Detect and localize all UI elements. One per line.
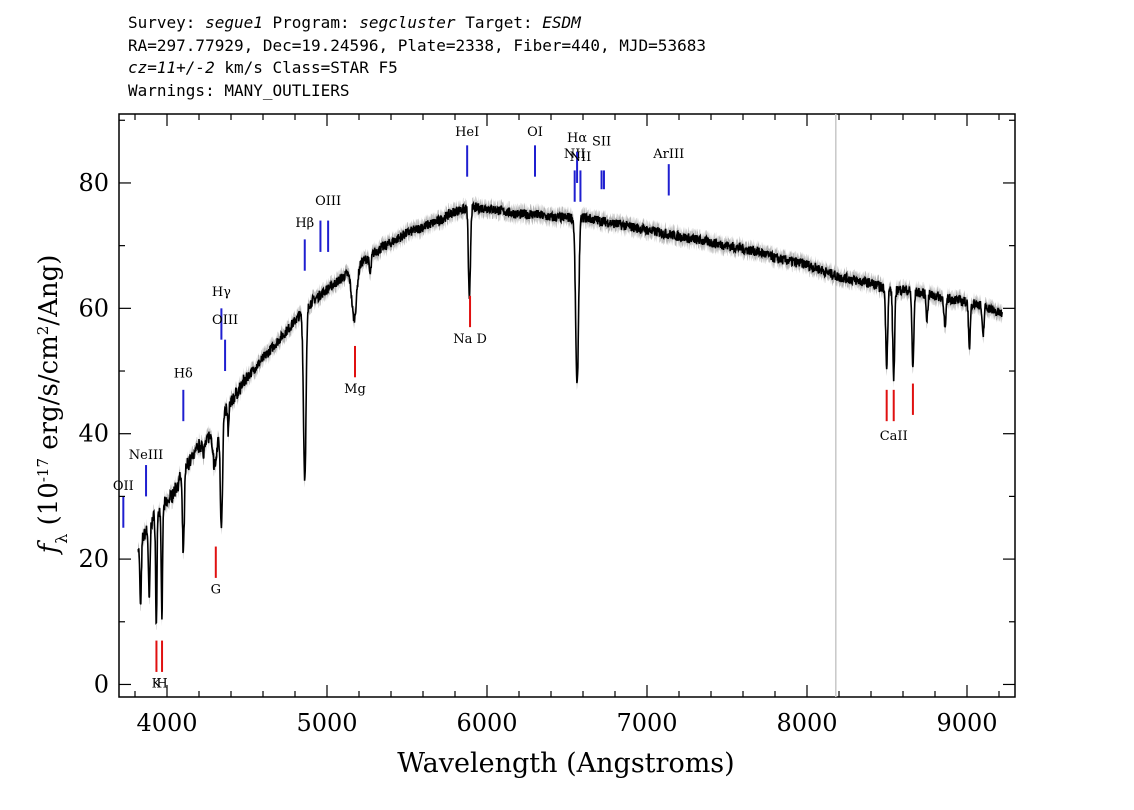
survey-label: Survey: (128, 13, 196, 32)
absorption-line-label: Na D (453, 332, 487, 347)
y-label-part: (10 (34, 482, 64, 534)
header-line-survey: Survey: segue1 Program: segcluster Targe… (128, 12, 706, 35)
emission-line-label: NII (570, 150, 592, 165)
emission-line-label: SII (592, 134, 611, 149)
emission-line-label: NII (564, 147, 586, 162)
header-line-warnings: Warnings: MANY_OUTLIERS (128, 80, 350, 100)
x-axis-label: Wavelength (Angstroms) (397, 748, 734, 779)
class-value: km/s Class=STAR F5 (224, 58, 398, 77)
absorption-line-label: CaII (880, 429, 908, 444)
spectrum-header: Survey: segue1 Program: segcluster Targe… (128, 12, 706, 102)
flux-series-line (137, 200, 1003, 625)
emission-line-label: OIII (315, 194, 341, 209)
emission-line-label: OI (527, 125, 543, 140)
emission-line-label: Hγ (212, 285, 231, 300)
cz-value: cz=11+/-2 (128, 58, 215, 77)
program-value: segcluster (359, 13, 456, 32)
flux-error-band (138, 196, 1003, 630)
emission-line-label: ArIII (652, 147, 684, 162)
axis-ticks-group: 4000 5000 6000 7000 8000 9000 0 20 40 60 80 (78, 114, 1015, 737)
y-label-part: 2 (34, 326, 52, 336)
emission-line-label: OIII (212, 313, 238, 328)
absorption-line-label: H (156, 677, 167, 692)
y-tick-label: 40 (78, 420, 109, 448)
emission-line-label: Hα (567, 131, 587, 146)
target-value: ESDM (542, 13, 581, 32)
y-label-part: /Ang) (34, 255, 64, 326)
y-label-part: erg/s/cm (34, 335, 64, 458)
x-tick-label: 9000 (936, 709, 997, 737)
x-tick-label: 7000 (616, 709, 677, 737)
absorption-line-label: K (152, 677, 162, 692)
absorption-line-label: Mg (344, 382, 366, 397)
y-axis-label: fλ (10-17 erg/s/cm2/Ang) (34, 255, 71, 556)
y-tick-label: 80 (78, 169, 109, 197)
x-tick-label: 4000 (136, 709, 197, 737)
y-label-part: λ (52, 534, 71, 544)
emission-line-label: HeI (455, 125, 479, 140)
emission-line-label: Hβ (295, 216, 314, 231)
y-label-part: -17 (34, 458, 52, 482)
x-tick-label: 5000 (296, 709, 357, 737)
plot-frame (118, 113, 1016, 698)
program-label: Program: (272, 13, 350, 32)
x-tick-label: 6000 (456, 709, 517, 737)
emission-line-label: Hδ (174, 366, 193, 381)
survey-value: segue1 (205, 13, 263, 32)
y-tick-label: 20 (78, 545, 109, 573)
emission-line-label: OII (113, 479, 134, 494)
error-band-group (138, 196, 1003, 630)
header-line-redshift: cz=11+/-2 km/s Class=STAR F5 (128, 57, 706, 80)
absorption-line-label: G (211, 583, 221, 598)
y-tick-label: 0 (94, 670, 109, 698)
y-tick-label: 60 (78, 294, 109, 322)
header-line-coordinates: RA=297.77929, Dec=19.24596, Plate=2338, … (128, 35, 706, 55)
emission-line-label: NeIII (129, 448, 163, 463)
plot-frame-group (118, 113, 1016, 698)
x-tick-label: 8000 (776, 709, 837, 737)
target-label: Target: (465, 13, 533, 32)
spectrum-group (137, 200, 1003, 625)
